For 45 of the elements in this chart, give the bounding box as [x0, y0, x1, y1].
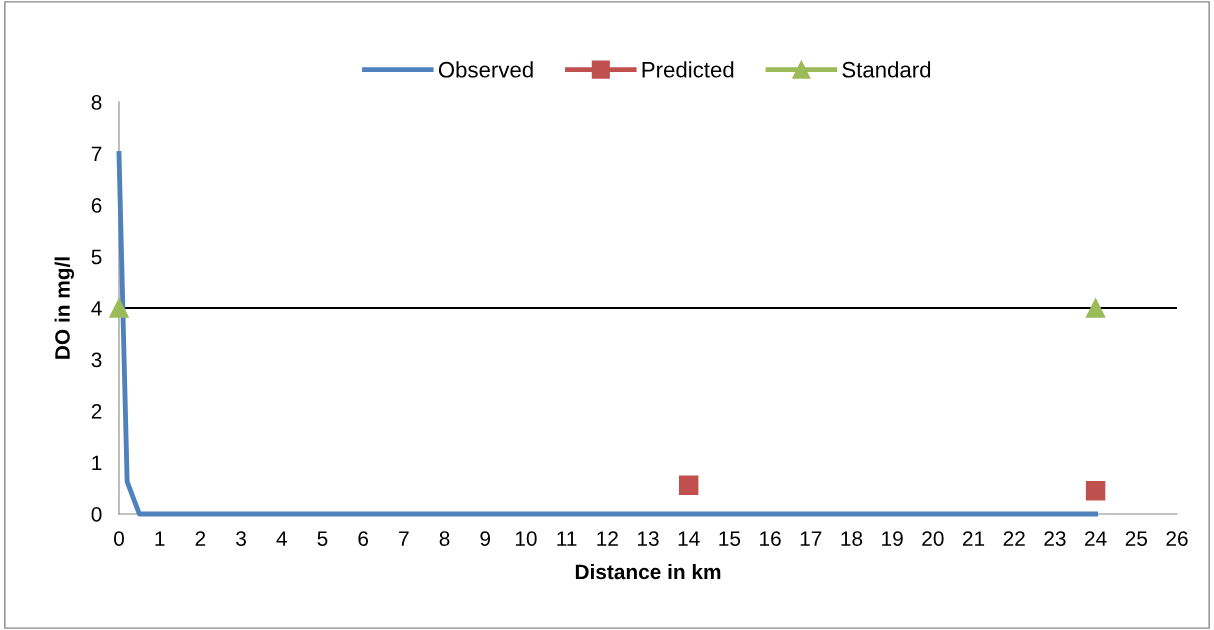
y-axis-title: DO in mg/l	[54, 257, 75, 359]
point	[1085, 298, 1106, 318]
legend-label: Standard	[842, 61, 931, 78]
legend-label: Predicted	[642, 61, 734, 78]
x-tick-label: 1	[155, 531, 165, 546]
x-axis-title: Distance in km	[575, 563, 721, 580]
x-tick-label: 3	[236, 531, 246, 546]
x-tick-label: 9	[480, 531, 491, 546]
x-tick-label: 25	[1125, 531, 1148, 546]
y-tick-label: 7	[91, 146, 102, 162]
point	[109, 298, 129, 318]
x-tick-label: 2	[195, 531, 206, 546]
x-tick-label: 7	[399, 531, 409, 546]
x-tick-label: 15	[719, 531, 741, 546]
x-tick-label: 11	[557, 531, 577, 546]
y-tick-label: 4	[91, 301, 102, 316]
x-tick-label: 23	[1044, 531, 1066, 546]
x-tick-label: 6	[358, 531, 369, 546]
y-tick-label: 6	[91, 198, 102, 213]
x-tick-label: 21	[963, 531, 985, 546]
x-tick-label: 14	[678, 531, 700, 546]
x-tick-label: 4	[276, 531, 287, 546]
x-tick-label: 18	[841, 531, 863, 546]
point	[1085, 481, 1106, 501]
y-tick-label: 5	[91, 249, 102, 265]
legend-label: Observed	[438, 61, 533, 78]
y-tick-label: 0	[91, 507, 102, 522]
y-tick-label: 3	[91, 352, 102, 368]
x-tick-label: 17	[800, 531, 822, 546]
x-tick-label: 0	[114, 531, 124, 546]
x-tick-label: 26	[1166, 531, 1188, 546]
x-tick-label: 8	[439, 531, 450, 546]
x-tick-label: 12	[597, 531, 618, 546]
x-tick-label: 19	[882, 531, 903, 546]
y-tick-label: 8	[91, 95, 102, 110]
y-tick-label: 2	[91, 404, 102, 419]
x-tick-label: 10	[515, 531, 537, 546]
y-tick-label: 1	[92, 455, 102, 471]
point	[678, 475, 699, 495]
x-tick-label: 16	[760, 531, 781, 546]
x-tick-label: 5	[317, 531, 328, 546]
x-tick-label: 13	[638, 531, 659, 546]
x-tick-label: 24	[1085, 531, 1107, 546]
x-tick-label: 20	[922, 531, 944, 546]
x-tick-label: 22	[1003, 531, 1025, 546]
